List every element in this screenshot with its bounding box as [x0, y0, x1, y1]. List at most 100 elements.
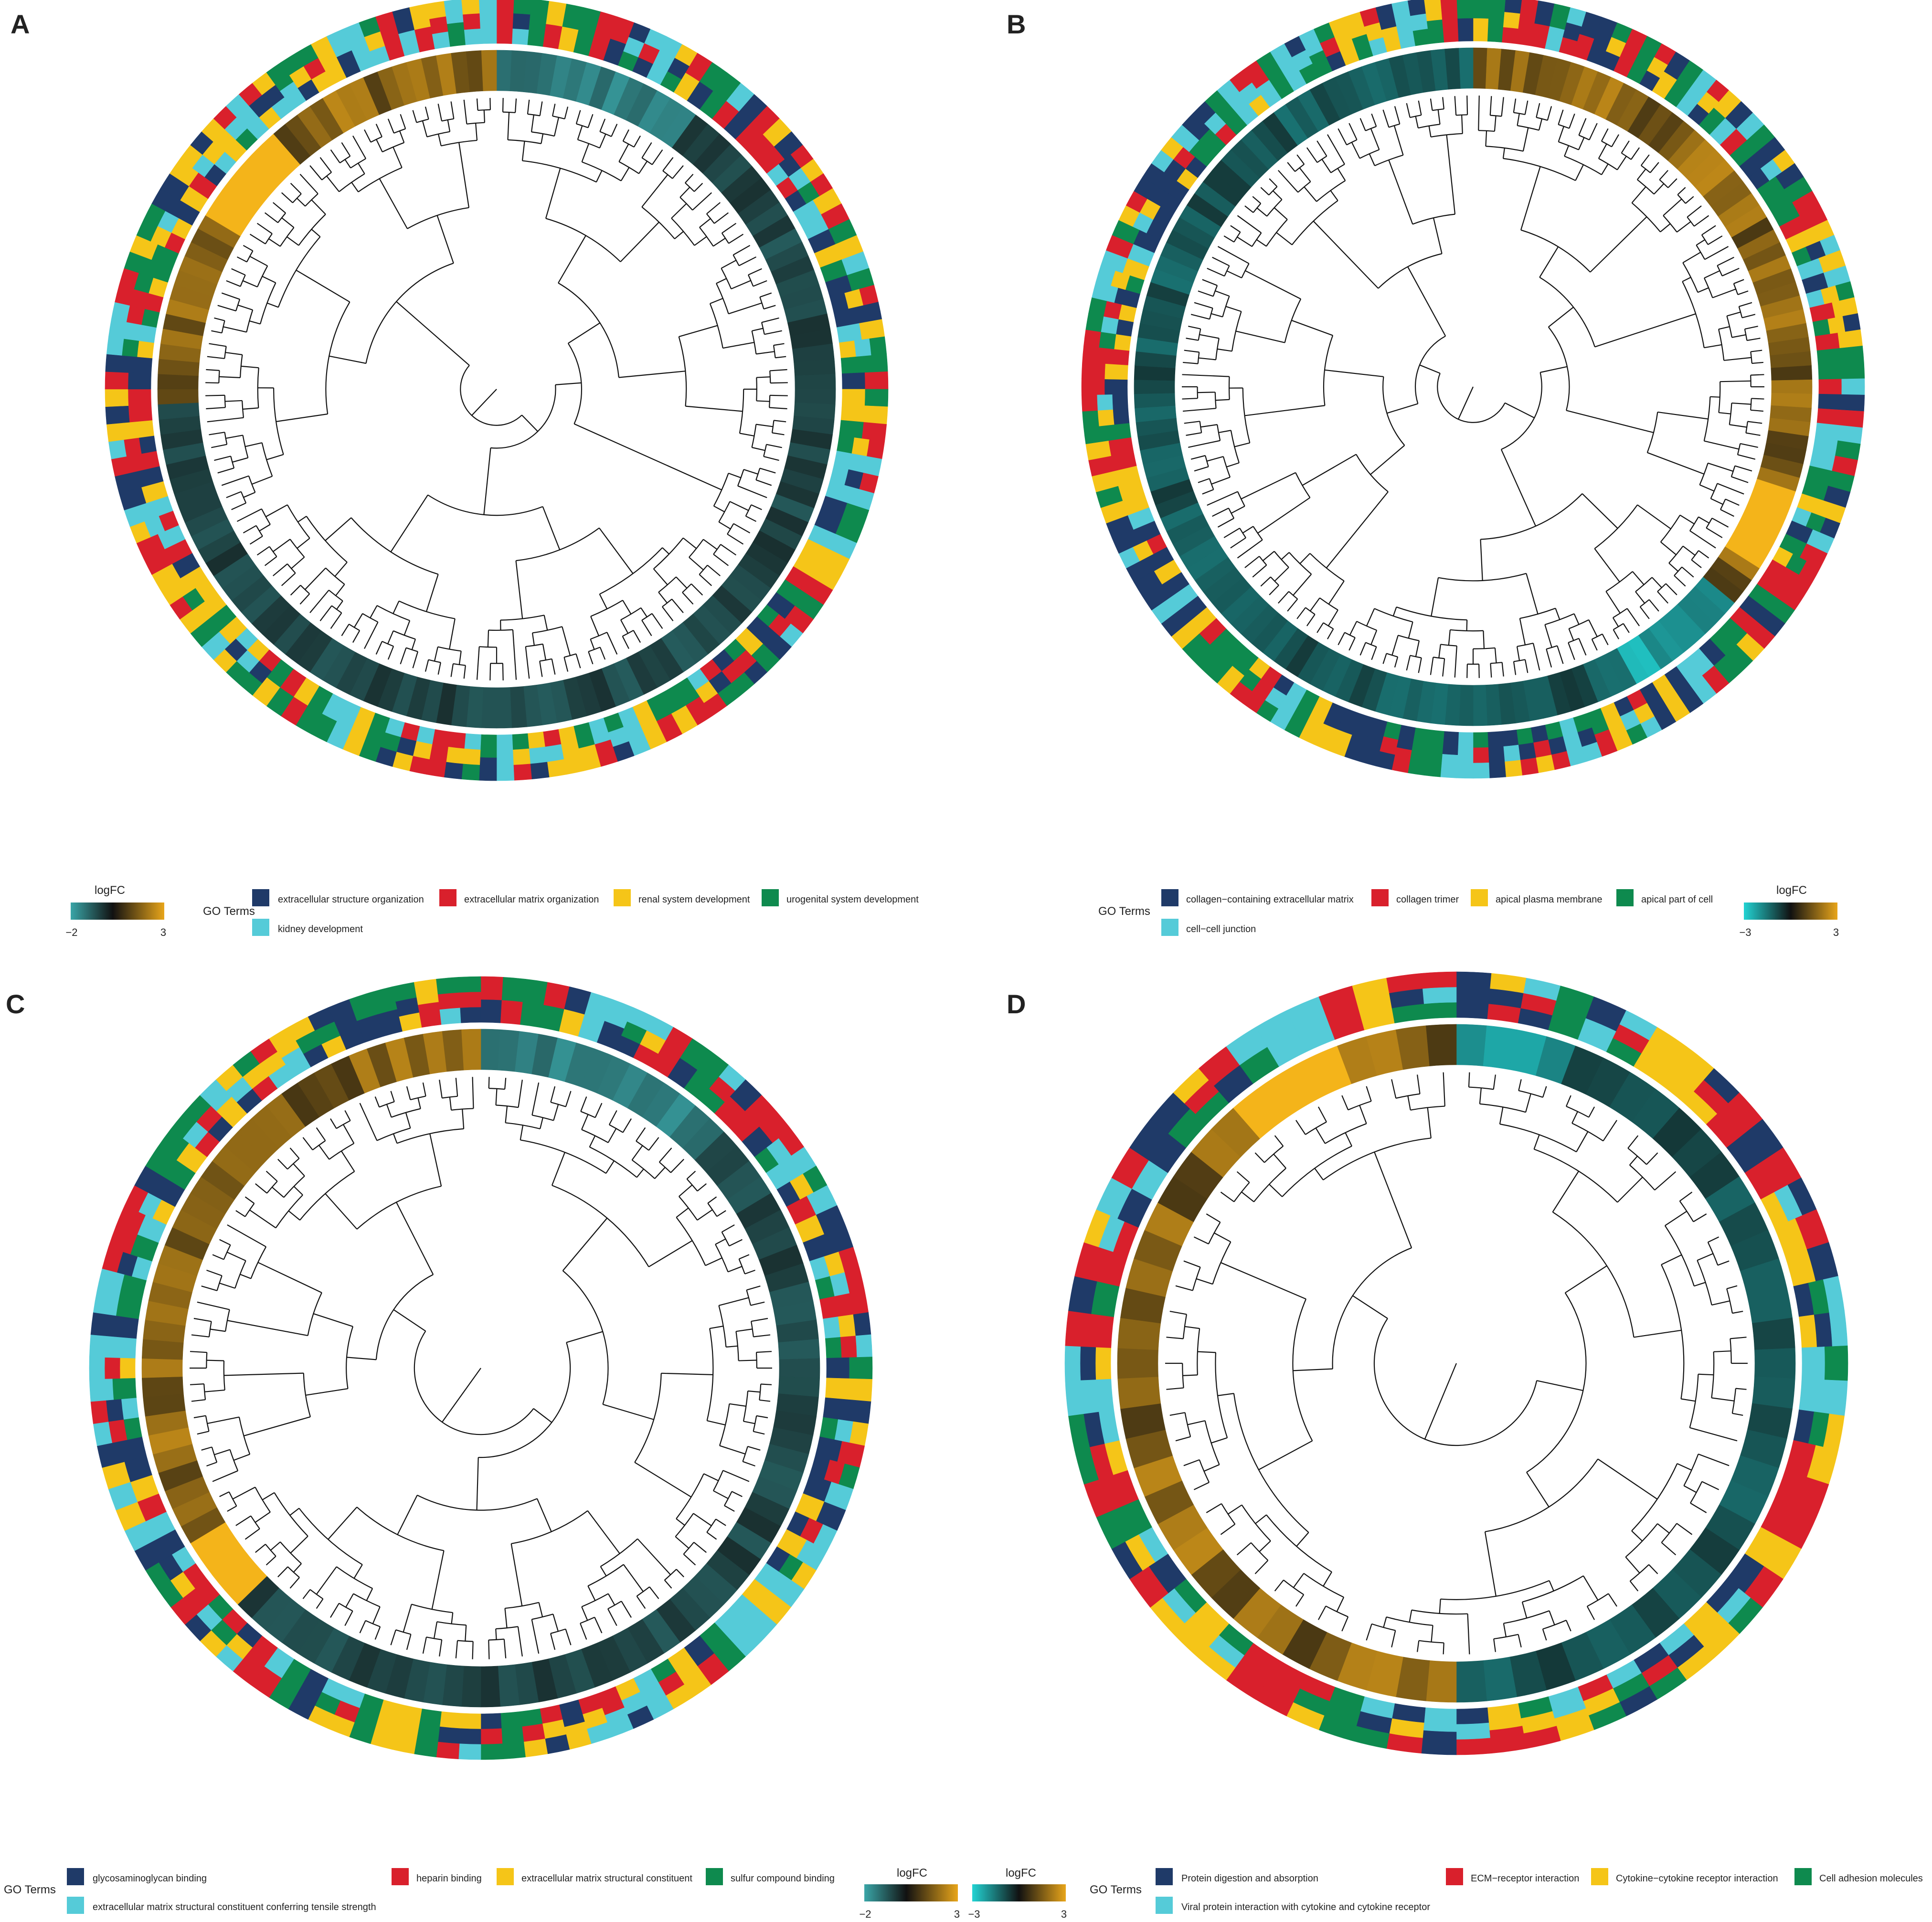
go-term-cell [861, 422, 887, 442]
dendrogram-branch [422, 1637, 427, 1654]
dendrogram-branch [1252, 564, 1267, 578]
dendrogram-branch [620, 222, 659, 263]
dendrogram-branch [319, 157, 332, 173]
dendrogram-branch [1499, 1107, 1504, 1125]
dendrogram-branch [449, 618, 456, 649]
dendrogram-branch [1635, 591, 1645, 604]
dendrogram-branch [1747, 421, 1762, 424]
logfc-cell [1458, 47, 1474, 89]
dendrogram-branch [437, 134, 442, 146]
dendrogram-branch [1544, 624, 1552, 648]
go-term-cell [480, 734, 497, 758]
dendrogram-branch [1299, 553, 1311, 564]
dendrogram-branch [217, 467, 234, 474]
dendrogram-branch [581, 1114, 589, 1130]
dendrogram-branch [1513, 661, 1517, 675]
dendrogram-branch [728, 472, 741, 478]
dendrogram-branch [1737, 454, 1756, 460]
dendrogram-branch [1359, 642, 1366, 656]
dendrogram-branch [1257, 497, 1311, 534]
dendrogram-branch [319, 605, 332, 621]
dendrogram-arc [1182, 1314, 1188, 1339]
go-term-swatch [1591, 1868, 1608, 1885]
go-term-cell [112, 1378, 137, 1400]
dendrogram-branch [1427, 1107, 1432, 1138]
go-term-swatch [1156, 1868, 1173, 1885]
dendrogram-branch [379, 178, 408, 229]
dendrogram-branch [1661, 1254, 1682, 1265]
go-term-cell [439, 1007, 461, 1025]
go-term-cell [1814, 1312, 1833, 1348]
dendrogram-branch [739, 1254, 750, 1260]
dendrogram-arc [732, 255, 740, 266]
dendrogram-branch [648, 1240, 693, 1267]
dendrogram-branch [575, 654, 581, 669]
logfc-cell [1117, 1376, 1161, 1409]
dendrogram-branch [243, 407, 259, 410]
dendrogram-branch [1677, 187, 1686, 195]
dendrogram-branch [1594, 313, 1696, 348]
dendrogram-branch [653, 568, 668, 585]
dendrogram-arc [1274, 551, 1289, 568]
go-term-cell [127, 389, 152, 406]
dendrogram-branch [718, 521, 731, 530]
dendrogram-branch [386, 1104, 392, 1118]
logfc-min-label: −3 [1739, 926, 1751, 938]
dendrogram-branch [439, 1080, 443, 1098]
dendrogram-branch [1287, 162, 1295, 172]
dendrogram-branch [676, 1569, 684, 1578]
dendrogram-branch [1734, 465, 1752, 472]
dendrogram-branch [190, 1383, 204, 1385]
dendrogram-arc [1661, 1264, 1685, 1399]
dendrogram-branch [330, 612, 342, 629]
dendrogram-branch [353, 1564, 363, 1579]
dendrogram-branch [1691, 559, 1702, 568]
dendrogram-branch [227, 1224, 266, 1247]
go-term-cell [460, 1713, 481, 1730]
dendrogram-branch [751, 504, 762, 510]
logfc-cell [778, 1338, 820, 1360]
dendrogram-branch [607, 1593, 616, 1605]
dendrogram-branch [273, 563, 288, 576]
logfc-color-bar [71, 903, 164, 920]
dendrogram-branch [1391, 1630, 1396, 1647]
dendrogram-branch [1223, 235, 1234, 243]
dendrogram-branch [1226, 462, 1240, 467]
logfc-cell [1752, 1376, 1795, 1409]
dendrogram-branch [212, 1254, 224, 1260]
dendrogram-branch [599, 527, 634, 574]
dendrogram-branch [1682, 276, 1691, 282]
dendrogram-branch [190, 1351, 207, 1353]
dendrogram-branch [654, 1167, 666, 1179]
go-term-cell [825, 1378, 872, 1402]
dendrogram-branch [396, 1202, 434, 1275]
dendrogram-branch [458, 651, 462, 665]
dendrogram-branch [455, 1078, 458, 1096]
dendrogram-branch [447, 119, 451, 132]
go-term-label: apical part of cell [1641, 894, 1713, 905]
dendrogram-branch [1568, 642, 1575, 660]
go-term-cell [542, 729, 562, 747]
go-term-label: collagen−containing extracellular matrix [1186, 894, 1354, 905]
dendrogram-arc [309, 1589, 324, 1600]
dendrogram-branch [193, 1415, 206, 1419]
dendrogram-branch [281, 573, 296, 586]
dendrogram-branch [1731, 402, 1752, 405]
dendrogram-branch [325, 1193, 358, 1230]
dendrogram-branch [714, 212, 729, 224]
dendrogram-branch [1696, 239, 1705, 246]
dendrogram-branch [1648, 599, 1659, 612]
dendrogram-branch [1677, 221, 1691, 233]
dendrogram-branch [1640, 154, 1650, 166]
dendrogram-branch [325, 517, 352, 541]
go-term-cell [1421, 971, 1457, 989]
dendrogram-branch [297, 538, 310, 549]
go-term-cell [547, 759, 567, 777]
dendrogram-arc [346, 1326, 354, 1389]
dendrogram-branch [1317, 1106, 1327, 1123]
dendrogram-arc [1660, 515, 1681, 542]
dendrogram-branch [531, 115, 534, 132]
dendrogram-branch [1676, 1523, 1693, 1535]
dendrogram-arc [1690, 1481, 1703, 1504]
dendrogram-arc [1253, 203, 1262, 213]
